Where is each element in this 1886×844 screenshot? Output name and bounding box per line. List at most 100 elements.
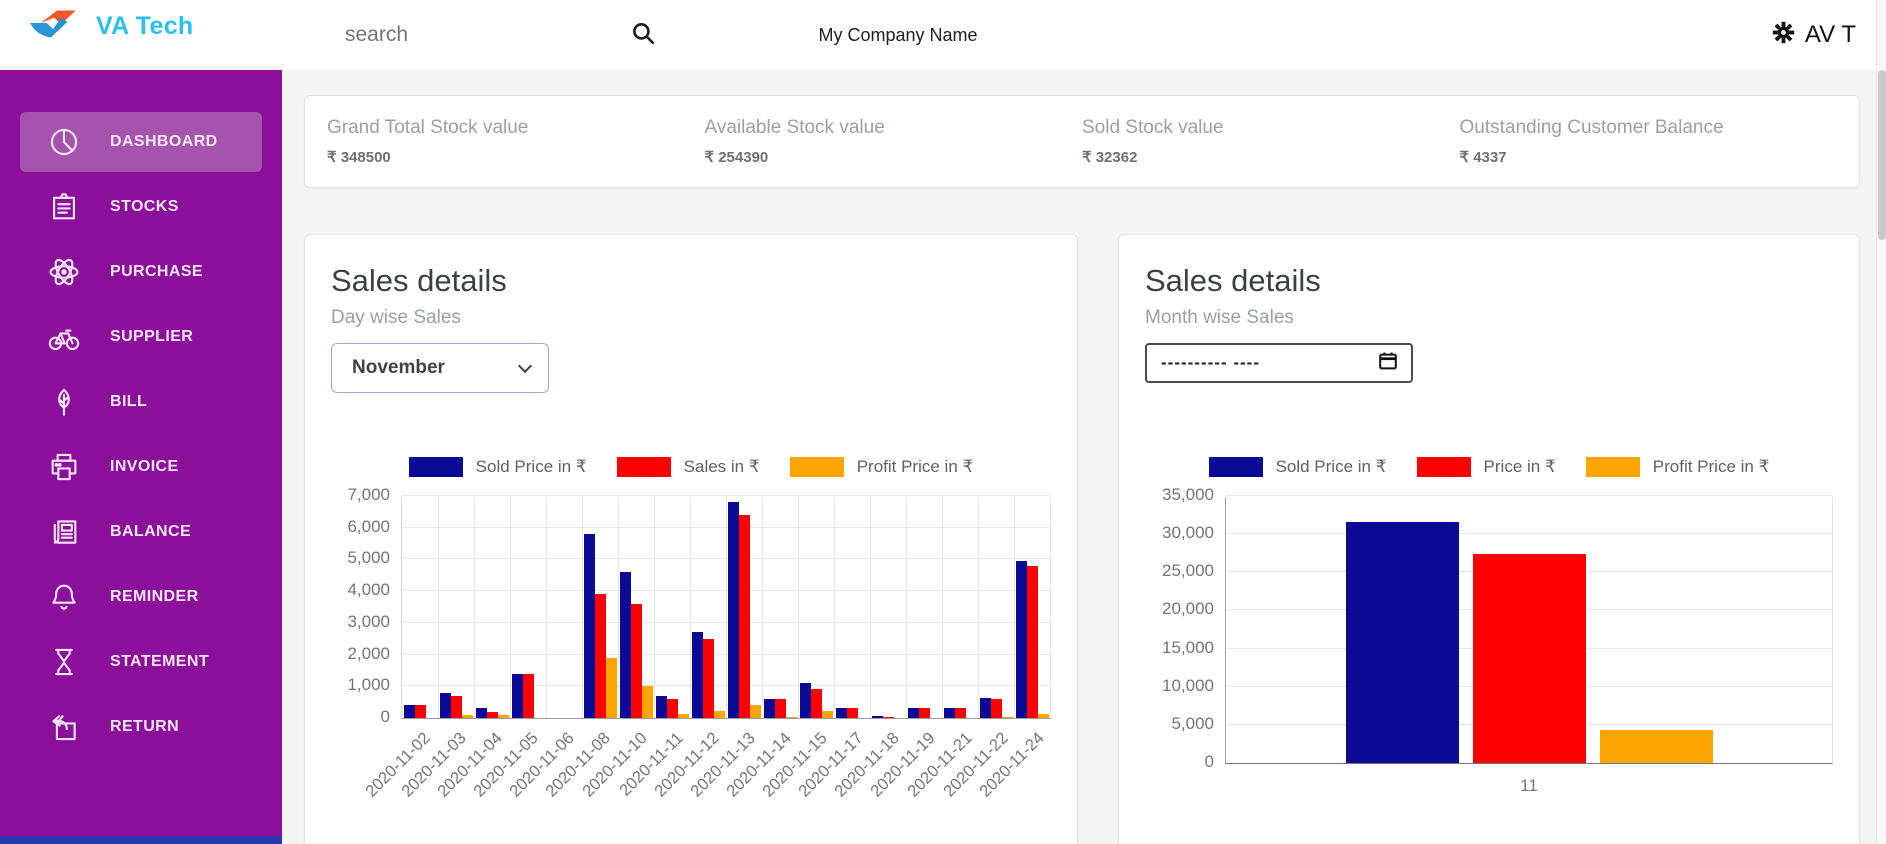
hourglass-icon — [46, 644, 82, 680]
y-axis-label: 6,000 — [332, 517, 390, 537]
bell-icon — [46, 579, 82, 615]
sidebar: DASHBOARDSTOCKS PURCHASE SUPPLIER BILL INVOI… — [0, 70, 282, 844]
stat-value: ₹ 32362 — [1082, 148, 1460, 166]
sidebar-item-bill[interactable]: BILL — [20, 372, 262, 432]
bar — [476, 708, 487, 718]
brand-logo[interactable]: VA Tech — [24, 8, 194, 45]
bar — [606, 658, 617, 718]
logo-orange-shape — [41, 11, 76, 24]
sidebar-item-reminder[interactable]: REMINDER — [20, 567, 262, 627]
bar — [750, 705, 761, 718]
monthpicker-placeholder: ---------- ---- — [1161, 353, 1260, 373]
company-name: My Company Name — [818, 0, 977, 70]
sidebar-item-label: INVOICE — [110, 458, 179, 476]
y-axis-label: 15,000 — [1146, 638, 1214, 658]
pie-chart-icon — [46, 124, 82, 160]
sidebar-item-return[interactable]: RETURN — [20, 697, 262, 757]
bar — [404, 705, 415, 718]
calendar-icon[interactable] — [1377, 350, 1399, 377]
month-select[interactable]: November — [331, 343, 549, 393]
legend-item: Sold Price in ₹ — [409, 457, 587, 477]
legend-item: Sold Price in ₹ — [1209, 457, 1387, 477]
legend-swatch — [409, 457, 463, 477]
card-subtitle: Day wise Sales — [331, 307, 1051, 329]
bar-group — [726, 497, 762, 718]
search-icon[interactable] — [630, 20, 656, 51]
sidebar-item-balance[interactable]: BALANCE — [20, 502, 262, 562]
bar — [584, 534, 595, 718]
sidebar-item-invoice[interactable]: INVOICE — [20, 437, 262, 497]
bar-group — [474, 497, 510, 718]
chart-legend: Sold Price in ₹Sales in ₹Profit Price in… — [331, 457, 1051, 477]
bar-group — [510, 497, 546, 718]
bar-group — [654, 497, 690, 718]
sales-card-monthwise: Sales details Month wise Sales ---------… — [1118, 234, 1860, 844]
bar-group — [942, 497, 978, 718]
sidebar-footer-strip — [0, 836, 282, 844]
legend-label: Profit Price in ₹ — [857, 457, 974, 477]
bar — [703, 639, 714, 718]
bar — [728, 502, 739, 718]
sidebar-item-label: BILL — [110, 393, 147, 411]
bar — [786, 717, 797, 718]
sidebar-item-dashboard[interactable]: DASHBOARD — [20, 112, 262, 172]
return-arrow-icon — [46, 709, 82, 745]
chart-legend: Sold Price in ₹ Price in ₹ Profit Price in… — [1145, 457, 1833, 477]
bar-group — [402, 497, 438, 718]
bar-group — [582, 497, 618, 718]
sidebar-item-supplier[interactable]: SUPPLIER — [20, 307, 262, 367]
y-axis-label: 2,000 — [332, 644, 390, 664]
bar — [883, 717, 894, 718]
y-axis-label: 0 — [1146, 752, 1214, 772]
clipboard-icon — [46, 189, 82, 225]
legend-label: Sold Price in ₹ — [476, 457, 587, 477]
bar — [667, 699, 678, 718]
x-axis-label: 11 — [1225, 776, 1833, 796]
bar — [822, 711, 833, 718]
bar — [991, 699, 1002, 718]
bar — [919, 708, 930, 718]
legend-label: Profit Price in ₹ — [1653, 457, 1770, 477]
sidebar-item-stocks[interactable]: STOCKS — [20, 177, 262, 237]
gridline — [1226, 495, 1832, 496]
bar — [631, 604, 642, 718]
y-axis-label: 20,000 — [1146, 599, 1214, 619]
search-input[interactable] — [345, 23, 620, 47]
bar — [872, 716, 883, 718]
monthpicker-input[interactable]: ---------- ---- — [1145, 343, 1413, 383]
plot-area: 05,00010,00015,00020,00025,00030,00035,0… — [1225, 497, 1833, 764]
bar — [1346, 522, 1459, 763]
bar — [847, 708, 858, 718]
scrollbar-thumb[interactable] — [1878, 70, 1886, 240]
month-select-value: November — [352, 357, 445, 379]
legend-swatch — [790, 457, 844, 477]
stat-item: Sold Stock value ₹ 32362 — [1082, 117, 1460, 166]
settings-gear-icon[interactable] — [1770, 19, 1797, 51]
legend-label: Sold Price in ₹ — [1276, 457, 1387, 477]
user-initials[interactable]: AV T — [1805, 21, 1856, 49]
bar-group — [1226, 497, 1832, 763]
sidebar-item-label: PURCHASE — [110, 263, 203, 281]
scrollbar[interactable] — [1876, 0, 1886, 844]
y-axis-label: 10,000 — [1146, 676, 1214, 696]
newspaper-icon — [46, 514, 82, 550]
chevron-down-icon — [518, 358, 532, 372]
bar-group — [870, 497, 906, 718]
stat-label: Sold Stock value — [1082, 117, 1460, 139]
bar-group — [618, 497, 654, 718]
bar-group — [798, 497, 834, 718]
main-content: Grand Total Stock value₹ 348500Available… — [282, 70, 1886, 844]
bar-group — [762, 497, 798, 718]
bar — [811, 689, 822, 718]
bar — [908, 708, 919, 718]
sidebar-menu: DASHBOARDSTOCKS PURCHASE SUPPLIER BILL INVOI… — [0, 70, 282, 757]
sidebar-item-purchase[interactable]: PURCHASE — [20, 242, 262, 302]
bar-group — [906, 497, 942, 718]
bar-group — [690, 497, 726, 718]
legend-swatch — [617, 457, 671, 477]
bar — [1016, 561, 1027, 718]
brand-logo-icon — [24, 8, 82, 45]
sidebar-item-statement[interactable]: STATEMENT — [20, 632, 262, 692]
legend-label: Price in ₹ — [1484, 457, 1556, 477]
stat-item: Available Stock value₹ 254390 — [705, 117, 1083, 166]
